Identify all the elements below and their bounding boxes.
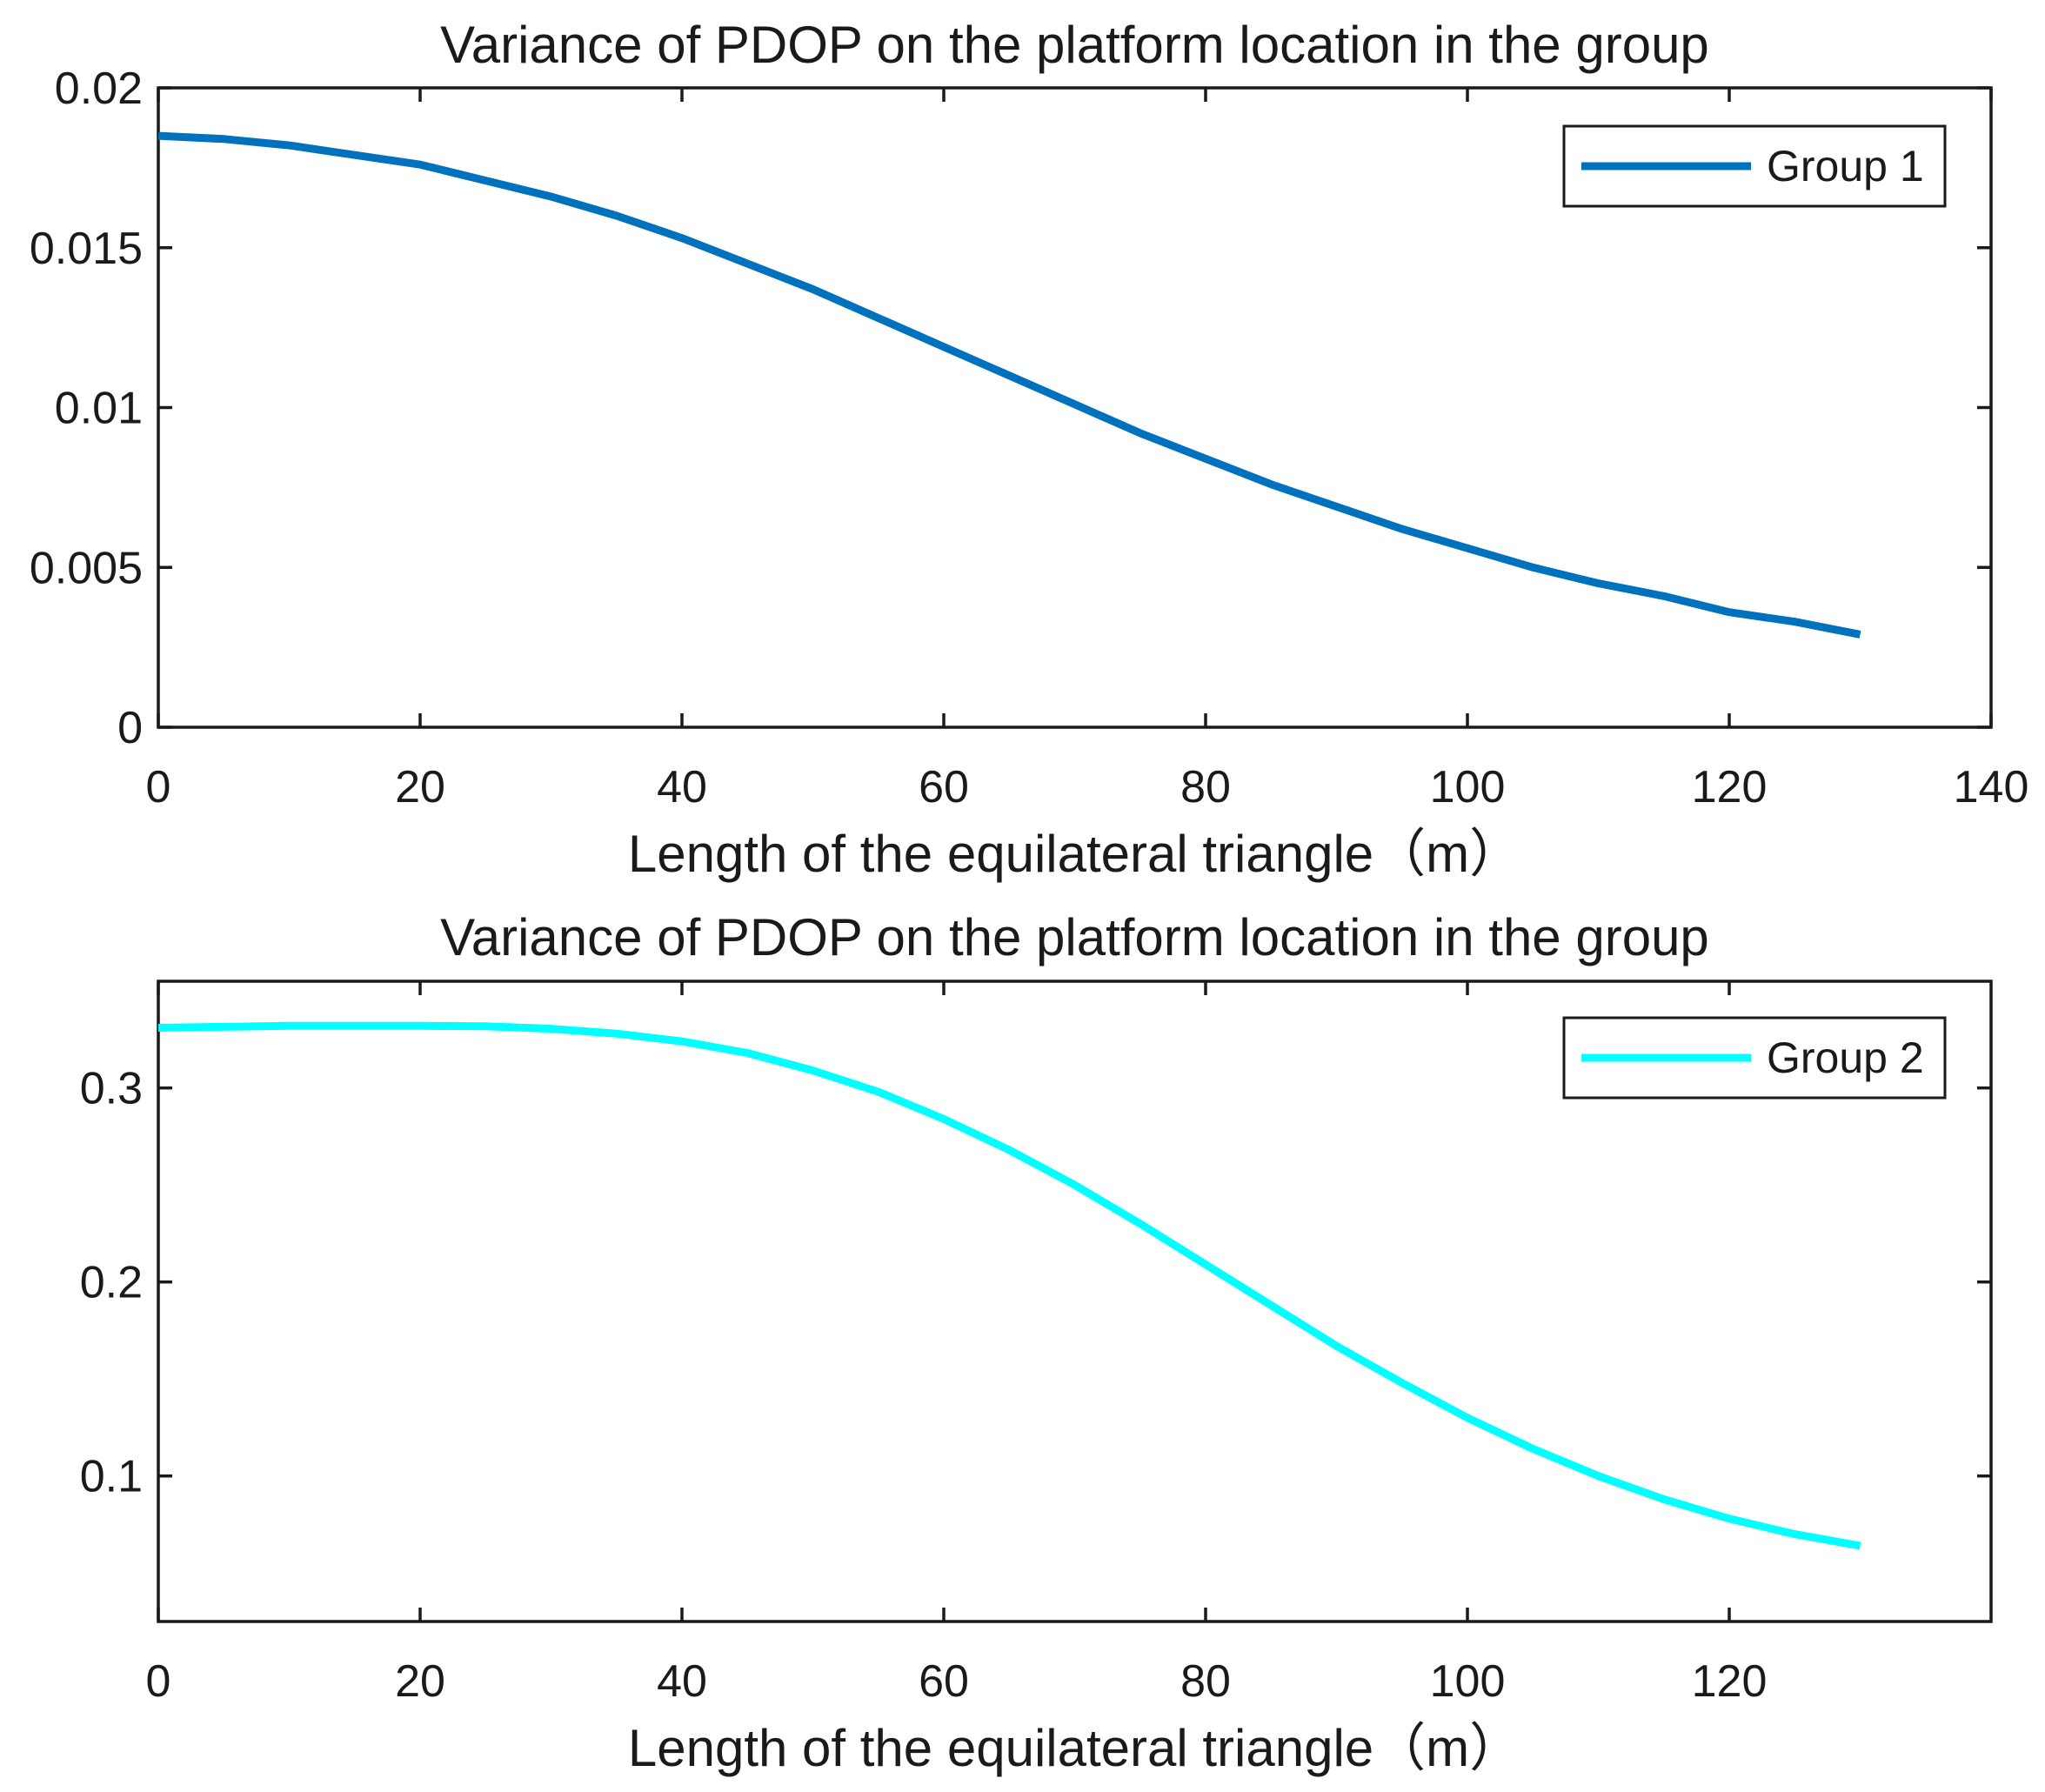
- x-tick-label: 80: [1180, 1656, 1231, 1707]
- chart-panel-1: Variance of PDOP on the platform locatio…: [30, 16, 2029, 883]
- x-tick-label: 40: [657, 1656, 707, 1707]
- x-tick-label: 100: [1430, 762, 1506, 812]
- y-tick-label: 0: [117, 703, 143, 753]
- x-tick-label: 60: [919, 762, 969, 812]
- legend-label: Group 2: [1767, 1033, 1924, 1082]
- x-tick-label: 120: [1692, 762, 1768, 812]
- x-tick-label: 20: [395, 1656, 445, 1707]
- y-tick-label: 0.005: [30, 543, 143, 593]
- chart-panel-2: Variance of PDOP on the platform locatio…: [80, 908, 1993, 1777]
- y-tick-label: 0.1: [80, 1452, 143, 1502]
- x-tick-label: 80: [1180, 762, 1231, 812]
- x-tick-label: 120: [1692, 1656, 1768, 1707]
- x-tick-label: 0: [146, 762, 171, 812]
- y-tick-label: 0.015: [30, 224, 143, 274]
- y-tick-label: 0.2: [80, 1258, 143, 1308]
- x-axis-label: Length of the equilateral triangle（m）: [628, 1719, 1521, 1777]
- y-tick-label: 0.3: [80, 1064, 143, 1114]
- legend: Group 2: [1562, 1016, 1947, 1100]
- chart-title: Variance of PDOP on the platform locatio…: [440, 908, 1709, 966]
- series-line-group-1: [157, 131, 1861, 639]
- x-tick-label: 140: [1954, 762, 2029, 812]
- x-tick-label: 40: [657, 762, 707, 812]
- chart-title: Variance of PDOP on the platform locatio…: [440, 16, 1709, 74]
- series-line-group-2: [157, 1021, 1861, 1550]
- x-tick-label: 100: [1430, 1656, 1506, 1707]
- y-tick-label: 0.02: [55, 64, 143, 114]
- x-axis-label: Length of the equilateral triangle（m）: [628, 825, 1521, 883]
- x-tick-label: 60: [919, 1656, 969, 1707]
- legend-label: Group 1: [1767, 142, 1924, 191]
- y-tick-label: 0.01: [55, 384, 143, 434]
- x-tick-label: 20: [395, 762, 445, 812]
- legend: Group 1: [1562, 124, 1947, 208]
- x-tick-label: 0: [146, 1656, 171, 1707]
